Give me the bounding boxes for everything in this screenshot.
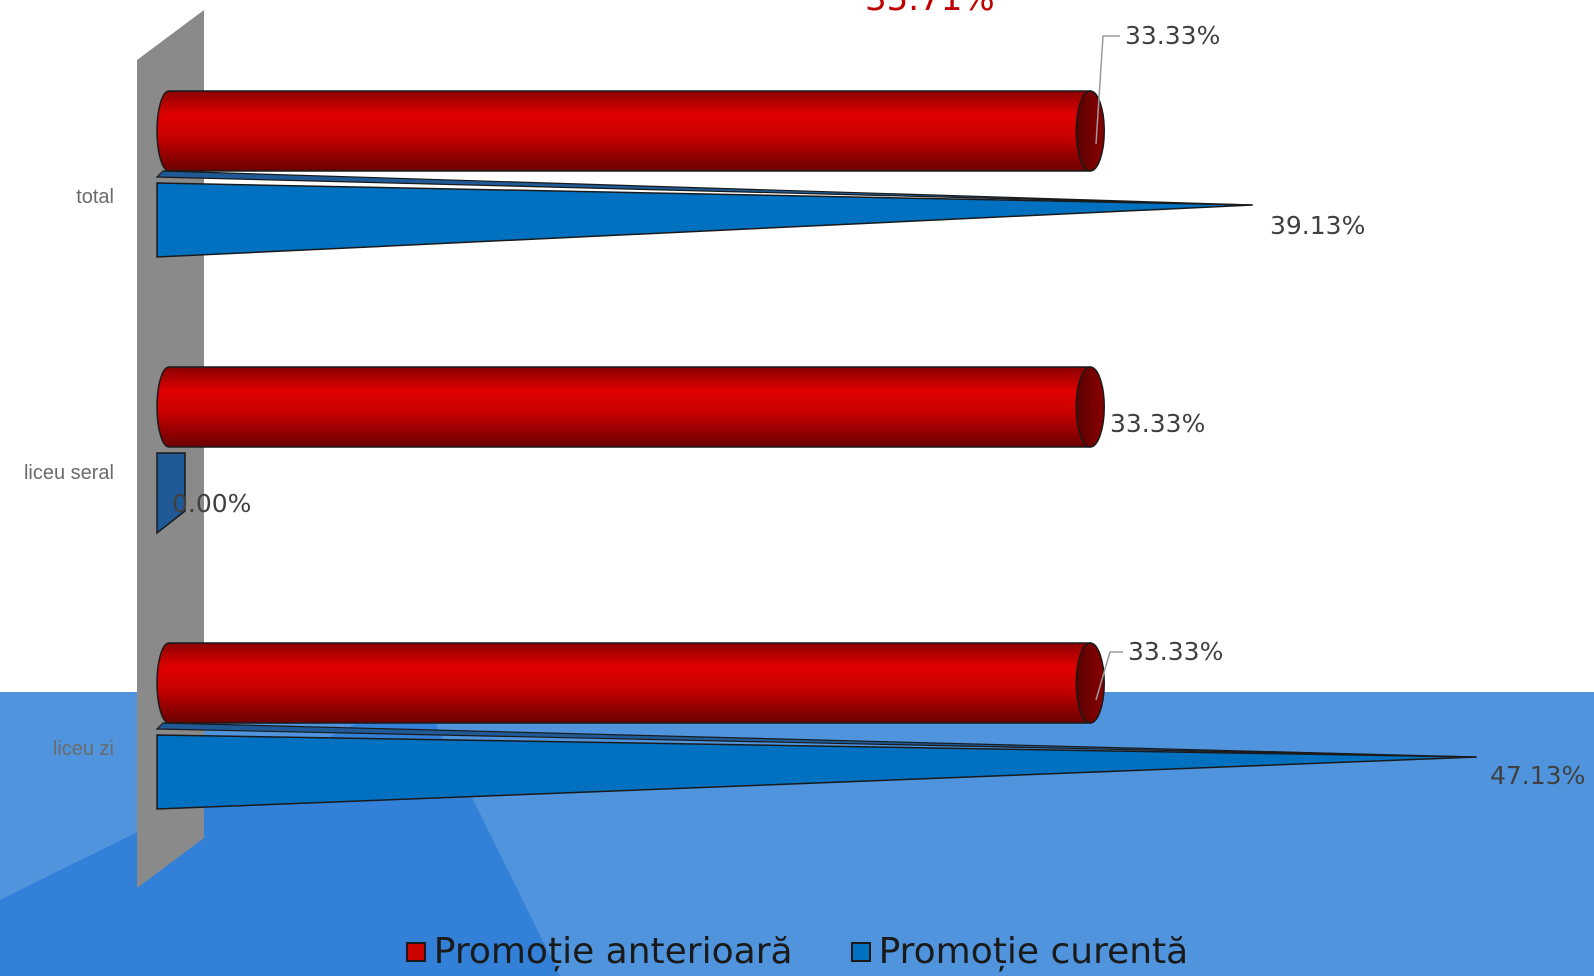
- leader-line: [1095, 651, 1123, 701]
- bar-previous: [156, 90, 1091, 172]
- legend-item-current: Promoție curentă: [850, 931, 1189, 972]
- bar-current-top: [155, 722, 1477, 758]
- leader-line: [1095, 35, 1120, 145]
- bar-previous: [156, 642, 1091, 724]
- legend-swatch-blue-icon: [850, 942, 871, 962]
- data-label-previous: 33.33%: [1110, 409, 1205, 438]
- bar-previous: [156, 366, 1091, 448]
- legend-swatch-red-icon: [405, 942, 426, 962]
- data-label-current: 0.00%: [172, 489, 251, 518]
- legend-label-previous: Promoție anterioară: [433, 931, 793, 972]
- data-label-current: 47.13%: [1490, 761, 1585, 790]
- category-label: total: [76, 186, 114, 208]
- top-partial-label: 35.71%: [865, 0, 995, 19]
- legend-label-current: Promoție curentă: [878, 931, 1189, 972]
- bar-current: [156, 182, 1253, 258]
- bar-previous-cap: [1075, 90, 1105, 172]
- category-label: liceu seral: [24, 462, 114, 484]
- data-label-current: 39.13%: [1270, 211, 1365, 240]
- data-label-previous: 33.33%: [1128, 637, 1223, 666]
- bar-current: [156, 452, 186, 535]
- bar-previous-cap: [1075, 366, 1105, 448]
- bar-current: [156, 734, 1477, 810]
- legend: Promoție anterioară Promoție curentă: [0, 928, 1594, 976]
- bar-current-top: [155, 170, 1253, 206]
- bar-previous-cap: [1075, 642, 1105, 724]
- category-label: liceu zi: [53, 738, 114, 760]
- data-label-previous: 33.33%: [1125, 21, 1220, 50]
- legend-item-previous: Promoție anterioară: [405, 931, 793, 972]
